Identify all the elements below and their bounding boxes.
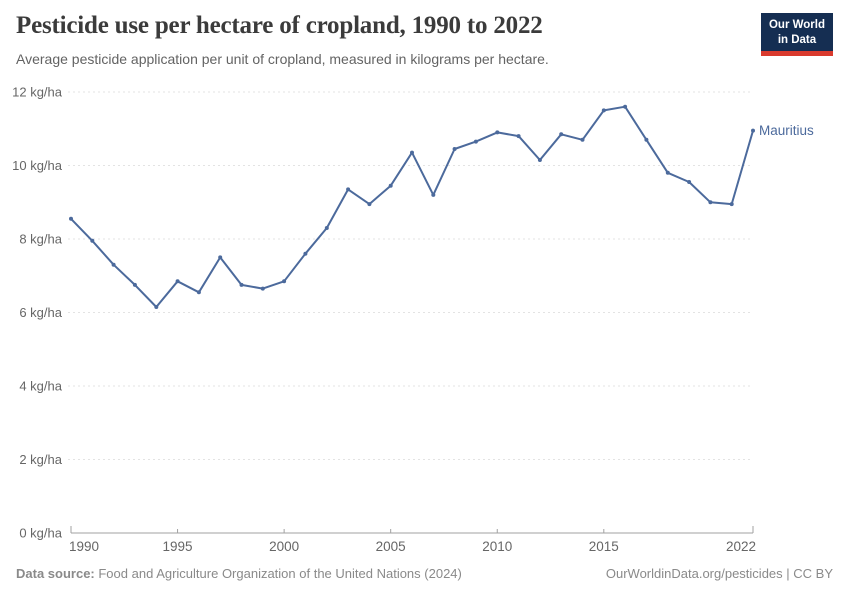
y-axis-tick-label: 0 kg/ha [19,526,62,541]
data-point-2015[interactable] [601,108,606,113]
data-point-2021[interactable] [729,202,734,207]
data-point-2012[interactable] [537,158,542,162]
data-point-2005[interactable] [388,183,393,188]
data-source-text: Food and Agriculture Organization of the… [94,566,462,581]
data-point-2002[interactable] [324,226,329,230]
y-axis-tick-label: 2 kg/ha [19,452,62,467]
data-point-1999[interactable] [260,286,265,291]
owid-logo-line1: Our World [768,19,825,31]
data-point-1992[interactable] [111,262,116,267]
line-series-mauritius[interactable] [70,105,754,308]
x-axis-tick-label: 2000 [269,539,299,554]
x-axis-tick-label: 2010 [482,539,512,554]
data-point-2001[interactable] [303,251,308,256]
y-axis-tick-label: 10 kg/ha [12,158,63,173]
credit-link[interactable]: OurWorldinData.org/pesticides | CC BY [605,566,833,581]
y-axis-tick-label: 12 kg/ha [12,85,63,100]
chart-title: Pesticide use per hectare of cropland, 1… [16,12,543,39]
data-point-2018[interactable] [665,170,670,175]
data-point-1996[interactable] [196,290,201,295]
owid-logo-line2: in Data [777,33,817,46]
entity-label[interactable]: Mauritius [759,123,814,138]
data-point-2000[interactable] [282,279,287,284]
chart-footer: Data source: Food and Agriculture Organi… [16,566,833,581]
x-axis-tick-label: 2022 [726,539,756,554]
data-point-2014[interactable] [580,137,585,142]
data-point-2013[interactable] [559,132,564,137]
y-axis-tick-label: 4 kg/ha [19,379,62,394]
data-point-2019[interactable] [687,180,692,184]
x-axis-tick-label: 2005 [376,539,406,554]
owid-logo[interactable]: Our World in Data [760,13,833,56]
data-source-note: Data source: Food and Agriculture Organi… [16,566,462,581]
data-point-2010[interactable] [495,130,500,135]
x-axis-tick-label: 1990 [69,539,99,554]
data-point-2009[interactable] [473,139,478,144]
data-point-2007[interactable] [431,192,436,197]
y-axis-tick-label: 6 kg/ha [19,305,62,320]
chart-subtitle: Average pesticide application per unit o… [16,51,549,67]
data-point-2004[interactable] [367,202,372,207]
data-point-2016[interactable] [623,104,628,109]
data-point-1993[interactable] [132,282,137,287]
data-point-1990[interactable] [69,216,73,221]
data-point-2003[interactable] [346,187,351,192]
data-point-1991[interactable] [90,238,95,243]
data-point-1995[interactable] [175,279,180,284]
data-point-2011[interactable] [516,134,521,139]
data-point-1994[interactable] [154,305,159,309]
x-axis-tick-label: 2015 [589,539,619,554]
data-point-2006[interactable] [410,150,414,155]
data-point-2022[interactable] [751,128,755,133]
y-axis-tick-label: 8 kg/ha [19,232,62,247]
data-source-label: Data source: [16,566,95,581]
data-point-1997[interactable] [218,255,223,260]
data-point-1998[interactable] [239,282,244,287]
data-point-2017[interactable] [644,137,649,142]
x-axis-tick-label: 1995 [163,539,193,554]
data-point-2008[interactable] [452,147,457,151]
data-point-2020[interactable] [708,200,713,205]
